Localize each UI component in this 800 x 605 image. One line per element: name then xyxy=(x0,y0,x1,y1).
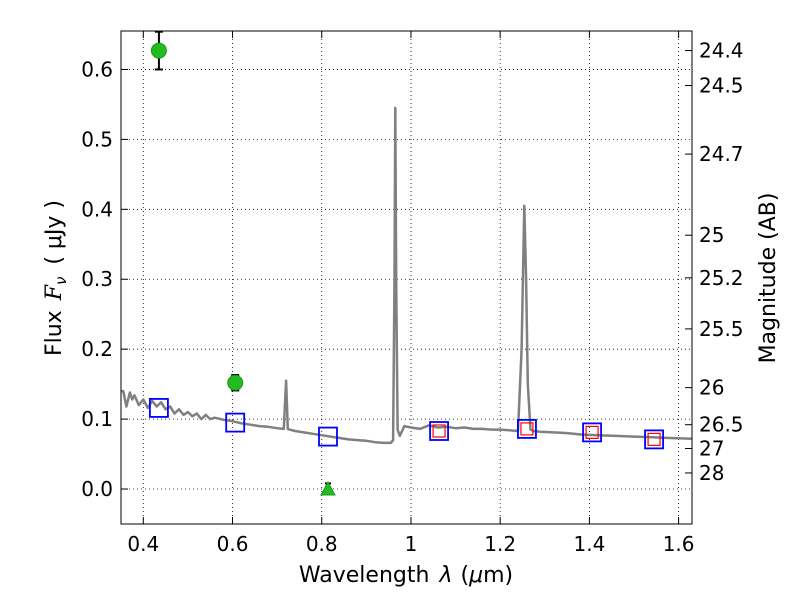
y2-tick-label: 25 xyxy=(699,223,724,247)
y2-tick-label: 25.5 xyxy=(699,317,744,341)
y-tick-label: 0.1 xyxy=(81,407,113,431)
axis-layer: 0.4 0.6 0.8 1 1.2 1.4 1.6 0.0 0.1 0.2 0.3 0.4 0.5 0.6… xyxy=(81,31,744,556)
y-tick-label: 0.3 xyxy=(81,267,113,291)
y-axis-label-text: Flux xyxy=(42,310,67,356)
y2-tick-label: 24.7 xyxy=(699,142,744,166)
model-point-blue xyxy=(225,412,246,433)
x-axis-label-unit-rest: m) xyxy=(483,563,513,588)
y2-tick-label: 27 xyxy=(699,436,724,460)
x-tick-label: 0.8 xyxy=(306,532,338,556)
model-point-red xyxy=(585,425,599,439)
y-axis-label-symbol: F xyxy=(42,284,67,301)
model-point-blue xyxy=(644,429,664,450)
data-point-measured xyxy=(227,374,244,391)
model-point-red xyxy=(520,422,534,436)
y-tick-label: 0.5 xyxy=(81,127,113,151)
y2-axis-label: Magnitude (AB) xyxy=(756,193,781,364)
data-point-upper-limit xyxy=(320,480,336,496)
y2-tick-label: 25.2 xyxy=(699,266,744,290)
model-point-blue xyxy=(582,422,602,443)
y2-tick-label: 26.5 xyxy=(699,413,744,437)
y-axis-label-subscript: ν xyxy=(52,277,70,285)
model-point-blue xyxy=(517,418,537,439)
x-axis-label-unit-open: ( xyxy=(460,563,469,588)
model-point-blue xyxy=(318,426,338,447)
x-axis-label-symbol: λ xyxy=(438,563,452,588)
model-point-blue xyxy=(149,398,169,418)
x-tick-label: 0.4 xyxy=(127,532,159,556)
plot-frame xyxy=(120,30,693,525)
x-tick-label: 1.4 xyxy=(573,532,605,556)
y2-tick-label: 28 xyxy=(699,461,724,485)
data-point-measured xyxy=(150,42,167,59)
y2-tick-label: 24.4 xyxy=(699,39,744,63)
y-tick-label: 0.0 xyxy=(81,477,113,501)
y2-tick-label: 26 xyxy=(699,376,724,400)
y-tick-label: 0.2 xyxy=(81,337,113,361)
y-axis-label-unit: ( μJy ) xyxy=(42,200,67,265)
x-tick-label: 1.6 xyxy=(663,532,695,556)
model-point-red xyxy=(432,424,446,438)
y-axis-label: Flux Fν ( μJy ) xyxy=(42,200,70,356)
x-axis-label-text: Wavelength xyxy=(299,563,430,588)
model-point-red xyxy=(647,432,661,446)
y2-tick-label: 24.5 xyxy=(699,74,744,98)
model-point-blue xyxy=(429,421,449,441)
x-tick-label: 1 xyxy=(405,532,418,556)
x-axis-label-unit-mu: μ xyxy=(468,563,483,588)
x-axis-label: Wavelength λ (μm) xyxy=(299,563,513,588)
x-tick-label: 1.2 xyxy=(484,532,516,556)
spectrum-line xyxy=(121,106,693,445)
x-tick-label: 0.6 xyxy=(217,532,249,556)
grid-layer xyxy=(121,31,692,524)
y-tick-label: 0.4 xyxy=(81,197,113,221)
data-layer xyxy=(121,30,693,496)
y-tick-label: 0.6 xyxy=(81,57,113,81)
